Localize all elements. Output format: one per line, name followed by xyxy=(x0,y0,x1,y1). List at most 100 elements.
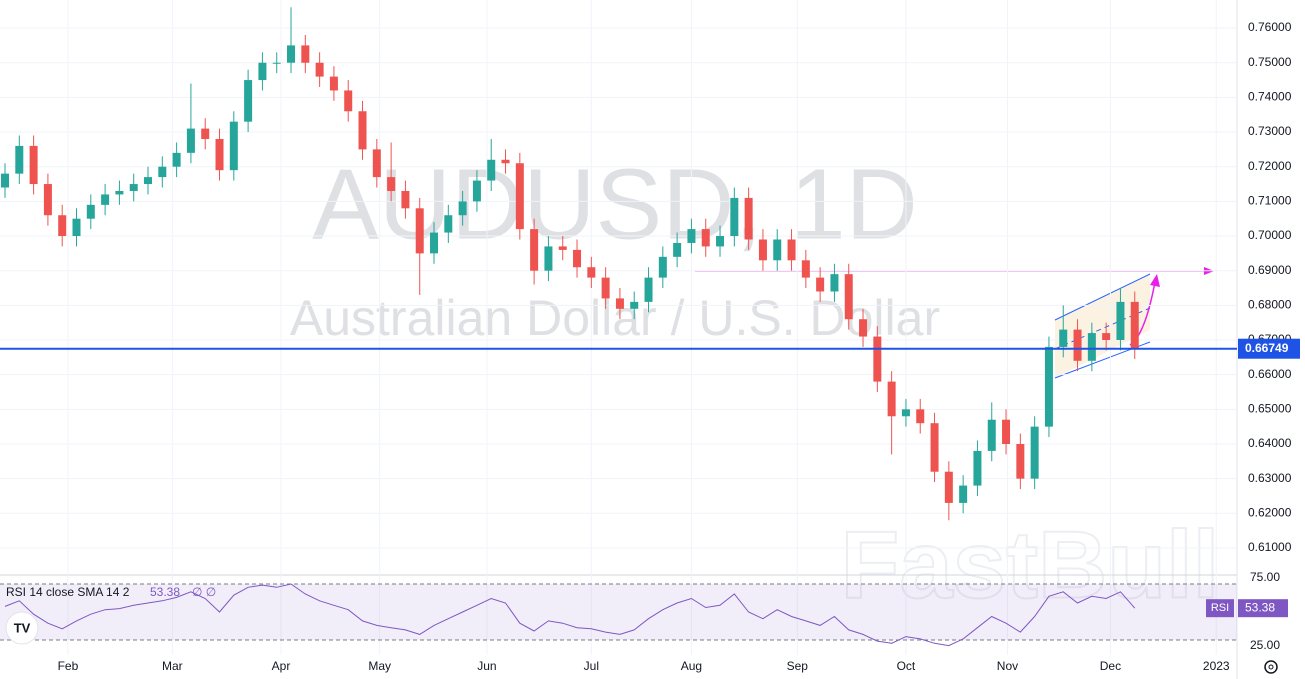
brand-watermark: FastBull xyxy=(841,511,1220,618)
rsi-badge-bg xyxy=(1206,599,1234,618)
y-tick-label: 0.65000 xyxy=(1248,401,1292,415)
y-tick-label: 0.76000 xyxy=(1248,20,1292,34)
y-tick-label: 0.68000 xyxy=(1248,298,1292,312)
y-tick-label: 0.61000 xyxy=(1248,540,1292,554)
candle-body xyxy=(944,471,953,503)
candle-body xyxy=(930,423,939,472)
candle-body xyxy=(687,229,696,243)
candle-body xyxy=(1087,333,1096,361)
candle-body xyxy=(630,301,639,309)
svg-text:TV: TV xyxy=(14,620,31,635)
y-tick-label: 0.64000 xyxy=(1248,436,1292,450)
x-tick-label: Mar xyxy=(162,659,183,673)
candle-body xyxy=(315,62,324,77)
candle-body xyxy=(344,90,353,112)
candle-body xyxy=(1130,301,1139,349)
candle-body xyxy=(844,274,853,320)
y-tick-label: 0.63000 xyxy=(1248,471,1292,485)
candle-body xyxy=(730,197,739,237)
candle-body xyxy=(1073,329,1082,361)
candle-body xyxy=(1059,329,1068,347)
candle-body xyxy=(830,274,839,292)
candle-body xyxy=(430,232,439,254)
tv-logo[interactable]: TV xyxy=(5,611,39,645)
candle-body xyxy=(158,166,167,178)
candle-body xyxy=(873,336,882,382)
rsi-tick-label: 25.00 xyxy=(1250,638,1280,652)
x-tick-label: Aug xyxy=(681,659,702,673)
candle-body xyxy=(1002,419,1011,444)
candle-body xyxy=(1044,346,1053,427)
x-tick-label: Jul xyxy=(584,659,599,673)
candle-body xyxy=(487,159,496,181)
x-tick-label: Dec xyxy=(1100,659,1121,673)
candle-body xyxy=(458,201,467,216)
candle-body xyxy=(544,246,553,271)
candle-body xyxy=(144,177,153,185)
price-badge-bg xyxy=(1238,338,1300,359)
candle-body xyxy=(444,215,453,233)
candle-body xyxy=(801,260,810,278)
candle-body xyxy=(987,419,996,451)
x-tick-label: 2023 xyxy=(1203,659,1230,673)
candle-body xyxy=(515,163,524,230)
candle-body xyxy=(215,138,224,171)
arrow-head xyxy=(1150,274,1160,287)
candle-body xyxy=(530,229,539,271)
y-tick-label: 0.66000 xyxy=(1248,367,1292,381)
rsi-badge: RSI xyxy=(1211,602,1229,614)
candle-body xyxy=(658,256,667,278)
candle-body xyxy=(501,159,510,164)
rsi-line xyxy=(4,583,1136,647)
candle-body xyxy=(58,215,67,237)
candle-body xyxy=(701,229,710,247)
candle-body xyxy=(816,277,825,292)
candle-body xyxy=(129,184,138,191)
rsi-band xyxy=(0,583,1237,640)
y-tick-label: 0.70000 xyxy=(1248,228,1292,242)
price-badge: 0.66749 xyxy=(1245,341,1289,355)
candle-body xyxy=(573,249,582,268)
candle-body xyxy=(673,242,682,257)
candle-body xyxy=(1016,443,1025,479)
settings-icon[interactable] xyxy=(1264,660,1278,674)
rsi-legend: RSI 14 close SMA 14 2 xyxy=(6,585,130,599)
rsi-value-label: 53.38 xyxy=(1245,600,1275,614)
candle-body xyxy=(601,277,610,299)
candle-body xyxy=(615,298,624,309)
candle-body xyxy=(43,184,52,216)
candle-body xyxy=(472,180,481,202)
candle-body xyxy=(916,409,925,424)
candle-body xyxy=(229,121,238,171)
candle-body xyxy=(959,485,968,503)
candle-body xyxy=(387,177,396,191)
candle-body xyxy=(358,111,367,150)
candle-body xyxy=(401,190,410,209)
x-tick-label: Apr xyxy=(272,659,291,673)
candle-body xyxy=(787,239,796,261)
candle-body xyxy=(186,128,195,153)
candle-body xyxy=(973,450,982,486)
candle-body xyxy=(758,239,767,261)
description-watermark: Australian Dollar / U.S. Dollar xyxy=(290,290,940,346)
y-tick-label: 0.72000 xyxy=(1248,159,1292,173)
candle-body xyxy=(859,319,868,337)
candle-body xyxy=(115,190,124,195)
candle-body xyxy=(272,62,281,64)
y-tick-label: 0.73000 xyxy=(1248,124,1292,138)
rsi-value-bg xyxy=(1238,599,1288,618)
x-tick-label: Oct xyxy=(897,659,916,673)
candle-body xyxy=(86,204,95,219)
candle-body xyxy=(29,145,38,185)
candle-body xyxy=(1030,426,1039,479)
y-tick-label: 0.71000 xyxy=(1248,194,1292,208)
x-tick-label: Feb xyxy=(58,659,79,673)
rsi-legend-value: 53.38 xyxy=(150,585,180,599)
candle-body xyxy=(558,246,567,250)
y-tick-label: 0.75000 xyxy=(1248,55,1292,69)
candle-body xyxy=(887,381,896,417)
x-tick-label: Jun xyxy=(477,659,496,673)
candle-body xyxy=(1,173,10,188)
